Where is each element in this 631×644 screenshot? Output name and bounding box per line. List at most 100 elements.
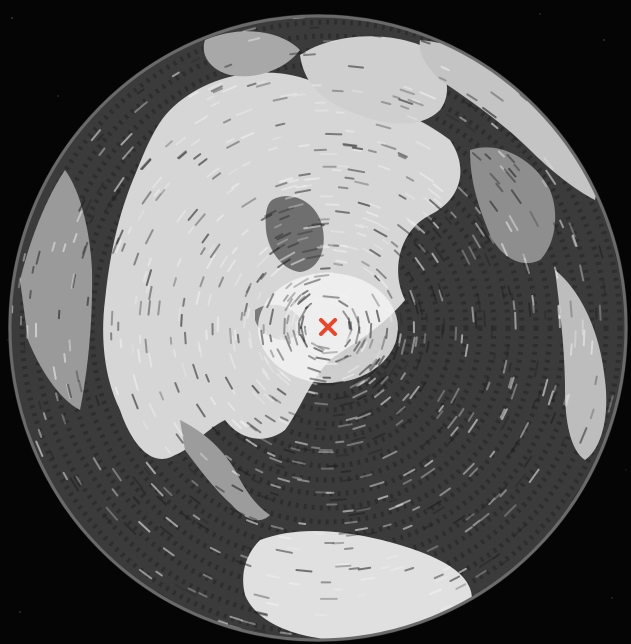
brush-stroke [298, 306, 308, 322]
brush-stroke [224, 376, 233, 390]
brush-stroke [412, 221, 426, 234]
brush-stroke [208, 244, 216, 254]
brush-stroke [325, 203, 340, 206]
brush-stroke [269, 247, 280, 255]
brush-stroke [509, 131, 519, 141]
brush-stroke [216, 214, 224, 222]
brush-stroke [410, 336, 416, 354]
brush-stroke [345, 416, 358, 422]
brush-stroke [475, 569, 487, 578]
brush-stroke [534, 360, 539, 378]
brush-stroke [257, 436, 273, 446]
brush-stroke [142, 271, 148, 283]
brush-stroke [176, 258, 182, 267]
brush-stroke [412, 506, 420, 511]
brush-stroke [480, 500, 492, 510]
brush-stroke [482, 106, 497, 119]
brush-stroke [61, 413, 67, 425]
brush-stroke [354, 326, 361, 344]
brush-stroke [347, 320, 351, 330]
brush-stroke [269, 491, 279, 496]
brush-stroke [257, 292, 262, 301]
brush-stroke [288, 203, 304, 209]
brush-stroke [482, 377, 489, 393]
brush-stroke [337, 423, 353, 428]
brush-stroke [434, 575, 449, 584]
brush-stroke [279, 251, 296, 262]
brush-stroke [342, 509, 354, 513]
brush-stroke [275, 548, 293, 554]
brush-stroke [285, 194, 301, 200]
brush-stroke [490, 91, 504, 102]
brush-stroke [400, 105, 410, 110]
brush-stroke [385, 327, 389, 339]
brush-stroke [551, 394, 556, 403]
brush-stroke [224, 63, 233, 68]
brush-stroke [365, 211, 379, 218]
brush-stroke [550, 412, 557, 424]
brush-stroke [508, 167, 517, 178]
brush-stroke [504, 504, 517, 517]
brush-stroke [164, 446, 172, 455]
brush-stroke [246, 519, 258, 526]
brush-stroke [361, 341, 368, 352]
brush-stroke [351, 436, 366, 442]
brush-stroke [201, 518, 209, 524]
brush-stroke [157, 300, 161, 316]
brush-stroke [231, 484, 244, 492]
brush-stroke [318, 272, 334, 275]
brush-stroke [332, 341, 345, 350]
brush-stroke [462, 462, 475, 475]
brush-stroke [444, 216, 453, 225]
brush-stroke [317, 345, 330, 350]
brush-stroke [276, 388, 287, 396]
brush-stroke [292, 329, 299, 346]
brush-stroke [392, 343, 400, 361]
brush-stroke [505, 221, 513, 232]
brush-stroke [502, 359, 508, 374]
brush-stroke [349, 379, 365, 389]
brush-stroke [264, 209, 277, 218]
brush-stroke [508, 215, 519, 231]
brush-stroke [71, 273, 77, 289]
brush-stroke [514, 311, 517, 330]
brush-stroke [281, 336, 286, 347]
brush-stroke [564, 393, 570, 407]
brush-stroke [368, 202, 381, 209]
brush-stroke [301, 284, 317, 293]
brush-stroke [295, 320, 298, 338]
brush-stroke [579, 264, 585, 282]
brush-stroke [400, 372, 406, 380]
brush-stroke [399, 312, 403, 325]
brush-stroke [272, 96, 288, 102]
brush-stroke [286, 332, 291, 344]
brush-stroke [281, 184, 297, 191]
brush-stroke [369, 359, 380, 372]
brush-stroke [296, 319, 299, 332]
brush-stroke [414, 336, 418, 347]
brush-stroke [429, 588, 443, 596]
brush-stroke [244, 286, 251, 298]
brush-stroke [474, 206, 481, 215]
brush-stroke [280, 92, 298, 98]
brush-stroke [302, 247, 319, 253]
brush-stroke [507, 285, 512, 296]
brush-stroke [132, 496, 140, 505]
brush-stroke [270, 483, 281, 489]
brush-stroke [501, 243, 508, 257]
brush-stroke [148, 353, 153, 368]
landmass-central-america [180, 420, 270, 521]
brush-stroke [274, 223, 282, 229]
brush-stroke [354, 325, 359, 343]
brush-stroke [283, 317, 286, 335]
brush-stroke [191, 57, 200, 63]
brush-stroke [369, 248, 381, 257]
brush-stroke [276, 243, 286, 250]
brush-stroke [431, 252, 439, 263]
brush-stroke [309, 375, 323, 380]
brush-stroke [366, 367, 378, 379]
brush-stroke [403, 361, 409, 370]
brush-stroke [234, 272, 243, 286]
brush-stroke [289, 51, 306, 56]
brush-stroke [243, 311, 247, 329]
